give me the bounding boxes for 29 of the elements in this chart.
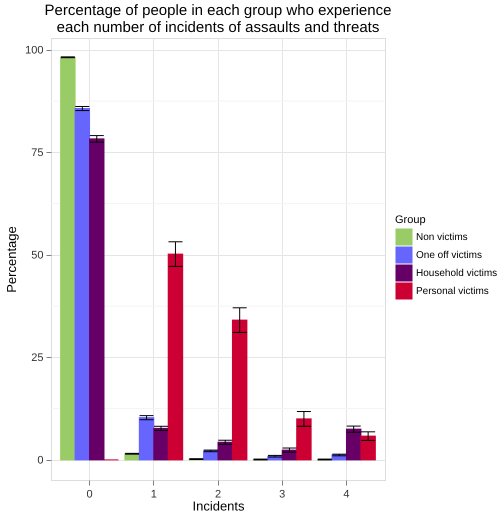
y-tick-label: 100: [25, 44, 44, 56]
y-tick-label: 25: [31, 352, 44, 364]
legend-label: Personal victims: [416, 286, 489, 297]
bar: [89, 138, 104, 460]
bar: [218, 442, 233, 460]
x-tick-label: 3: [279, 488, 286, 500]
legend-title: Group: [395, 214, 426, 226]
legend-label: Non victims: [416, 232, 468, 243]
bar: [60, 56, 76, 460]
legend-label: Household victims: [416, 268, 498, 279]
x-tick-label: 2: [214, 488, 222, 500]
x-tick-label: 1: [150, 488, 157, 500]
x-tick-label: 4: [343, 488, 350, 500]
bar: [168, 254, 184, 460]
y-tick-label: 0: [37, 454, 44, 466]
x-axis-title: Incidents: [192, 498, 246, 514]
bar: [138, 417, 154, 460]
bar: [346, 428, 362, 460]
bar: [296, 418, 312, 460]
x-tick-label: 0: [86, 488, 93, 500]
y-tick-label: 50: [31, 249, 44, 262]
chart-title: Percentage of people in each group who experience each number of incidents of assaults and threats: [44, 2, 392, 36]
legend-label: One off victims: [416, 250, 482, 261]
y-axis-title: Percentage: [4, 226, 20, 293]
bar: [360, 436, 376, 460]
y-tick-label: 75: [31, 146, 44, 159]
bar: [153, 428, 169, 460]
bar: [232, 320, 248, 460]
bar: [74, 108, 90, 460]
